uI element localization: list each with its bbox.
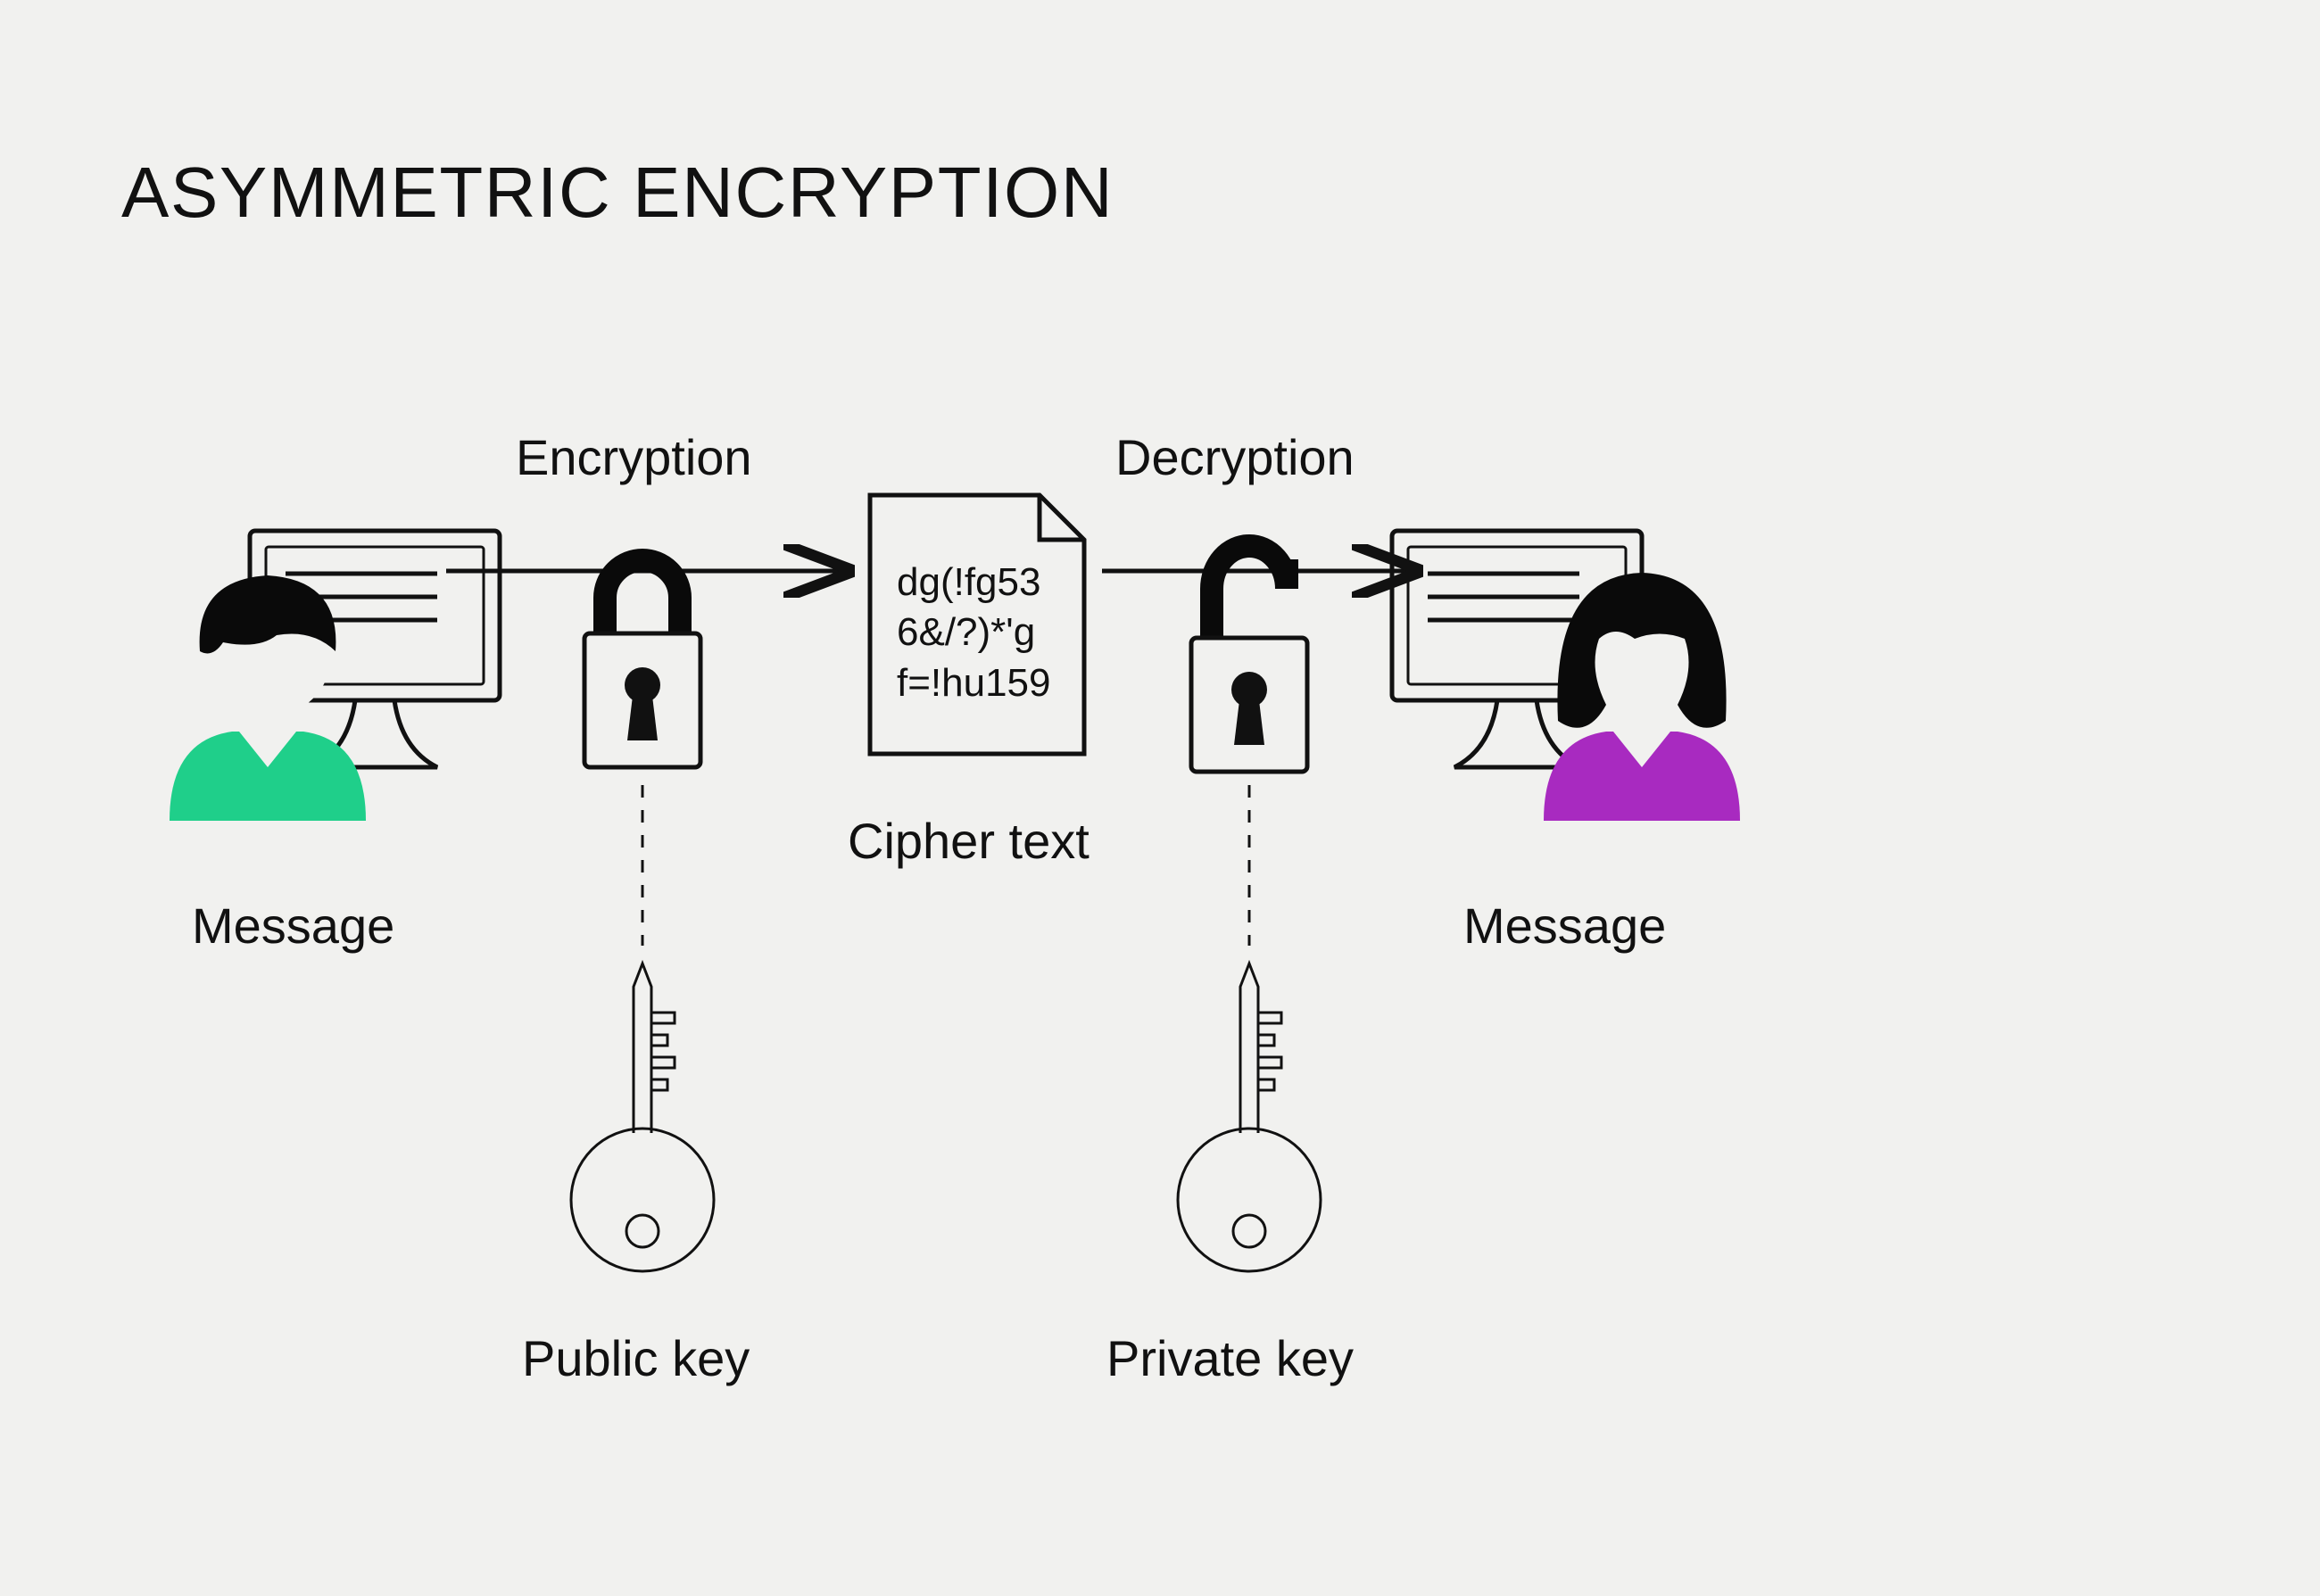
- receiver-person-icon: [1544, 573, 1740, 821]
- open-lock-icon: [1191, 546, 1307, 772]
- closed-lock-icon: [584, 560, 700, 767]
- dash-connectors: [642, 785, 1249, 946]
- private-key-icon: [1178, 963, 1321, 1271]
- document-icon: [870, 495, 1084, 754]
- public-key-icon: [571, 963, 714, 1271]
- diagram-canvas: [0, 0, 2320, 1596]
